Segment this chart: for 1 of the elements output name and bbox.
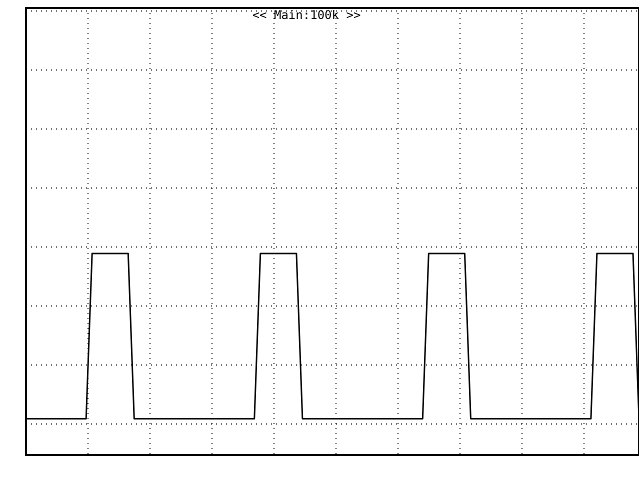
chart-title: << Main:100k >> [252, 8, 361, 22]
